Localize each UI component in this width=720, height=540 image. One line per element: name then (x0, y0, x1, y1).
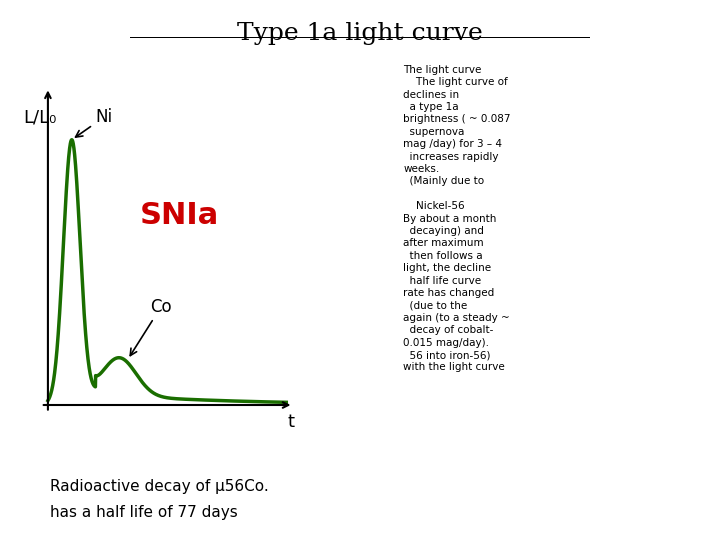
Text: t: t (287, 413, 294, 430)
Text: SNIa: SNIa (140, 201, 219, 231)
Text: Type 1a light curve: Type 1a light curve (237, 22, 483, 45)
Text: Radioactive decay of µ56Co.: Radioactive decay of µ56Co. (50, 478, 269, 494)
Text: Ni: Ni (76, 108, 113, 137)
Text: The light curve
    The light curve of
declines in
  a type 1a
briɡhtness ( ~ 0.: The light curve The light curve of decli… (403, 65, 510, 373)
Text: Co: Co (130, 298, 172, 355)
Text: L/L₀: L/L₀ (23, 109, 56, 127)
Text: has a half life of 77 days: has a half life of 77 days (50, 505, 238, 521)
